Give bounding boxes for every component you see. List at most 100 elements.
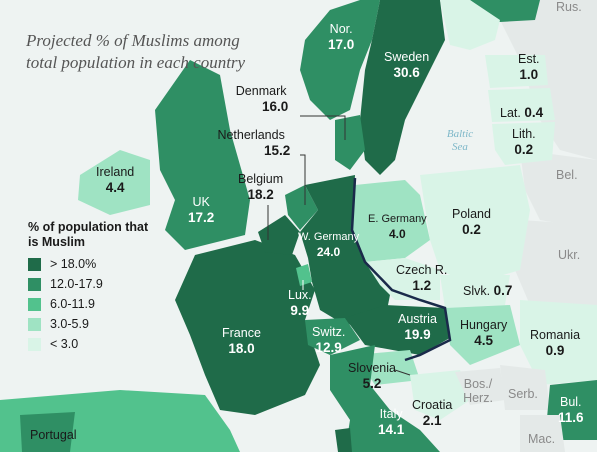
legend-label: 3.0-5.9 — [50, 317, 89, 331]
country-label-poland: Poland 0.2 — [452, 207, 491, 237]
country-name: Czech R. — [396, 263, 448, 277]
shape-ukraine — [515, 220, 597, 310]
country-label-italy: Italy 14.1 — [378, 407, 404, 437]
legend-heading: % of population that is Muslim — [28, 220, 149, 249]
country-name: Bos./ Herz. — [463, 377, 493, 405]
country-name: Poland — [452, 207, 491, 221]
shape-croatia — [410, 370, 470, 420]
country-name: Lat. — [500, 106, 521, 120]
shape-italy — [330, 345, 440, 452]
shape-hungary — [445, 305, 520, 365]
country-label-croatia: Croatia 2.1 — [412, 398, 452, 428]
country-label-slovakia: Slvk. 0.7 — [463, 283, 512, 299]
country-label-serbia: Serb. — [508, 387, 538, 402]
country-value: 18.0 — [228, 341, 255, 356]
country-name: France — [222, 326, 261, 340]
shape-macedonia — [520, 415, 565, 452]
legend-swatch — [28, 297, 41, 311]
country-label-ukraine: Ukr. — [558, 248, 580, 263]
shape-belgium — [258, 215, 300, 255]
sea-label-baltic: Baltic Sea — [446, 128, 474, 153]
shape-czech — [365, 258, 440, 300]
country-name: Denmark — [235, 84, 287, 98]
leader-slovenia — [394, 369, 411, 376]
leader-netherlands — [300, 154, 306, 205]
country-label-bulgaria: Bul. 11.6 — [558, 395, 584, 425]
country-name: Switz. — [312, 325, 346, 339]
country-label-lithuania: Lith. 0.2 — [512, 127, 536, 157]
country-label-france: France 18.0 — [222, 326, 261, 356]
country-label-romania: Romania 0.9 — [530, 328, 580, 358]
country-name: Austria — [398, 312, 437, 326]
country-name: Slovenia — [348, 361, 396, 375]
country-label-netherlands: Netherlands 15.2 — [212, 128, 290, 158]
country-value: 15.2 — [264, 143, 291, 158]
legend-item: > 18.0% — [28, 254, 178, 274]
country-label-switzerland: Switz. 12.9 — [312, 325, 345, 355]
country-name: Sweden — [384, 50, 430, 64]
shape-slovakia — [440, 275, 510, 308]
country-value: 0.9 — [545, 343, 565, 358]
country-value: 4.0 — [389, 227, 406, 241]
shape-switzerland — [305, 318, 360, 355]
country-name: Italy — [379, 407, 403, 421]
country-value: 4.5 — [474, 333, 494, 348]
country-name: UK — [192, 195, 210, 209]
shape-bosnia — [455, 368, 505, 405]
shape-e-germany — [352, 180, 430, 262]
leader-denmark — [300, 115, 346, 140]
country-label-hungary: Hungary 4.5 — [460, 318, 507, 348]
country-name: Rus. — [556, 0, 582, 14]
shape-uk — [155, 60, 250, 250]
country-value: 2.1 — [422, 413, 442, 428]
shape-serbia — [500, 365, 550, 410]
shape-latvia — [488, 88, 555, 122]
country-label-estonia: Est. 1.0 — [518, 52, 540, 82]
country-label-portugal: Portugal — [30, 428, 77, 443]
shape-norway — [300, 0, 380, 120]
shape-belarus — [520, 150, 597, 230]
country-name: Serb. — [508, 387, 538, 401]
country-name: Netherlands — [217, 128, 285, 142]
legend-swatch — [28, 257, 41, 271]
country-label-czech: Czech R. 1.2 — [396, 263, 447, 293]
shape-corsica — [335, 428, 352, 452]
shape-sweden — [360, 0, 445, 175]
country-value: 16.0 — [262, 99, 289, 114]
country-value: 12.9 — [315, 340, 342, 355]
country-name: Ukr. — [558, 248, 581, 262]
country-name: Bel. — [556, 168, 578, 182]
country-label-uk: UK 17.2 — [188, 195, 214, 225]
country-value: 17.2 — [188, 210, 215, 225]
shape-portugal — [20, 412, 75, 452]
legend-label: > 18.0% — [50, 257, 97, 271]
country-name: Portugal — [30, 428, 77, 442]
country-value: 1.0 — [519, 67, 539, 82]
country-label-austria: Austria 19.9 — [398, 312, 437, 342]
country-value: 30.6 — [393, 65, 420, 80]
country-label-sweden: Sweden 30.6 — [384, 50, 429, 80]
country-label-slovenia: Slovenia 5.2 — [348, 361, 396, 391]
country-label-belarus: Bel. — [556, 168, 578, 183]
shape-netherlands — [285, 185, 318, 230]
country-label-e-germany: E. Germany 4.0 — [368, 212, 427, 242]
shape-w-germany — [300, 175, 392, 325]
legend-swatch — [28, 317, 41, 331]
shape-austria — [345, 305, 455, 355]
country-name: Romania — [530, 328, 581, 342]
legend-swatch — [28, 337, 41, 351]
country-name: Belgium — [238, 172, 284, 186]
country-value: 24.0 — [316, 245, 341, 259]
country-label-latvia: Lat. 0.4 — [500, 105, 543, 121]
country-value: 11.6 — [558, 410, 584, 425]
country-name: Nor. — [329, 22, 353, 36]
map-legend: % of population that is Muslim > 18.0% 1… — [28, 220, 178, 354]
country-label-belgium: Belgium 18.2 — [238, 172, 283, 202]
shape-finland — [440, 0, 500, 50]
country-name: Slvk. — [463, 284, 491, 298]
country-label-ireland: Ireland 4.4 — [96, 165, 134, 195]
legend-item: 12.0-17.9 — [28, 274, 178, 294]
country-label-bosnia: Bos./ Herz. — [460, 377, 496, 405]
